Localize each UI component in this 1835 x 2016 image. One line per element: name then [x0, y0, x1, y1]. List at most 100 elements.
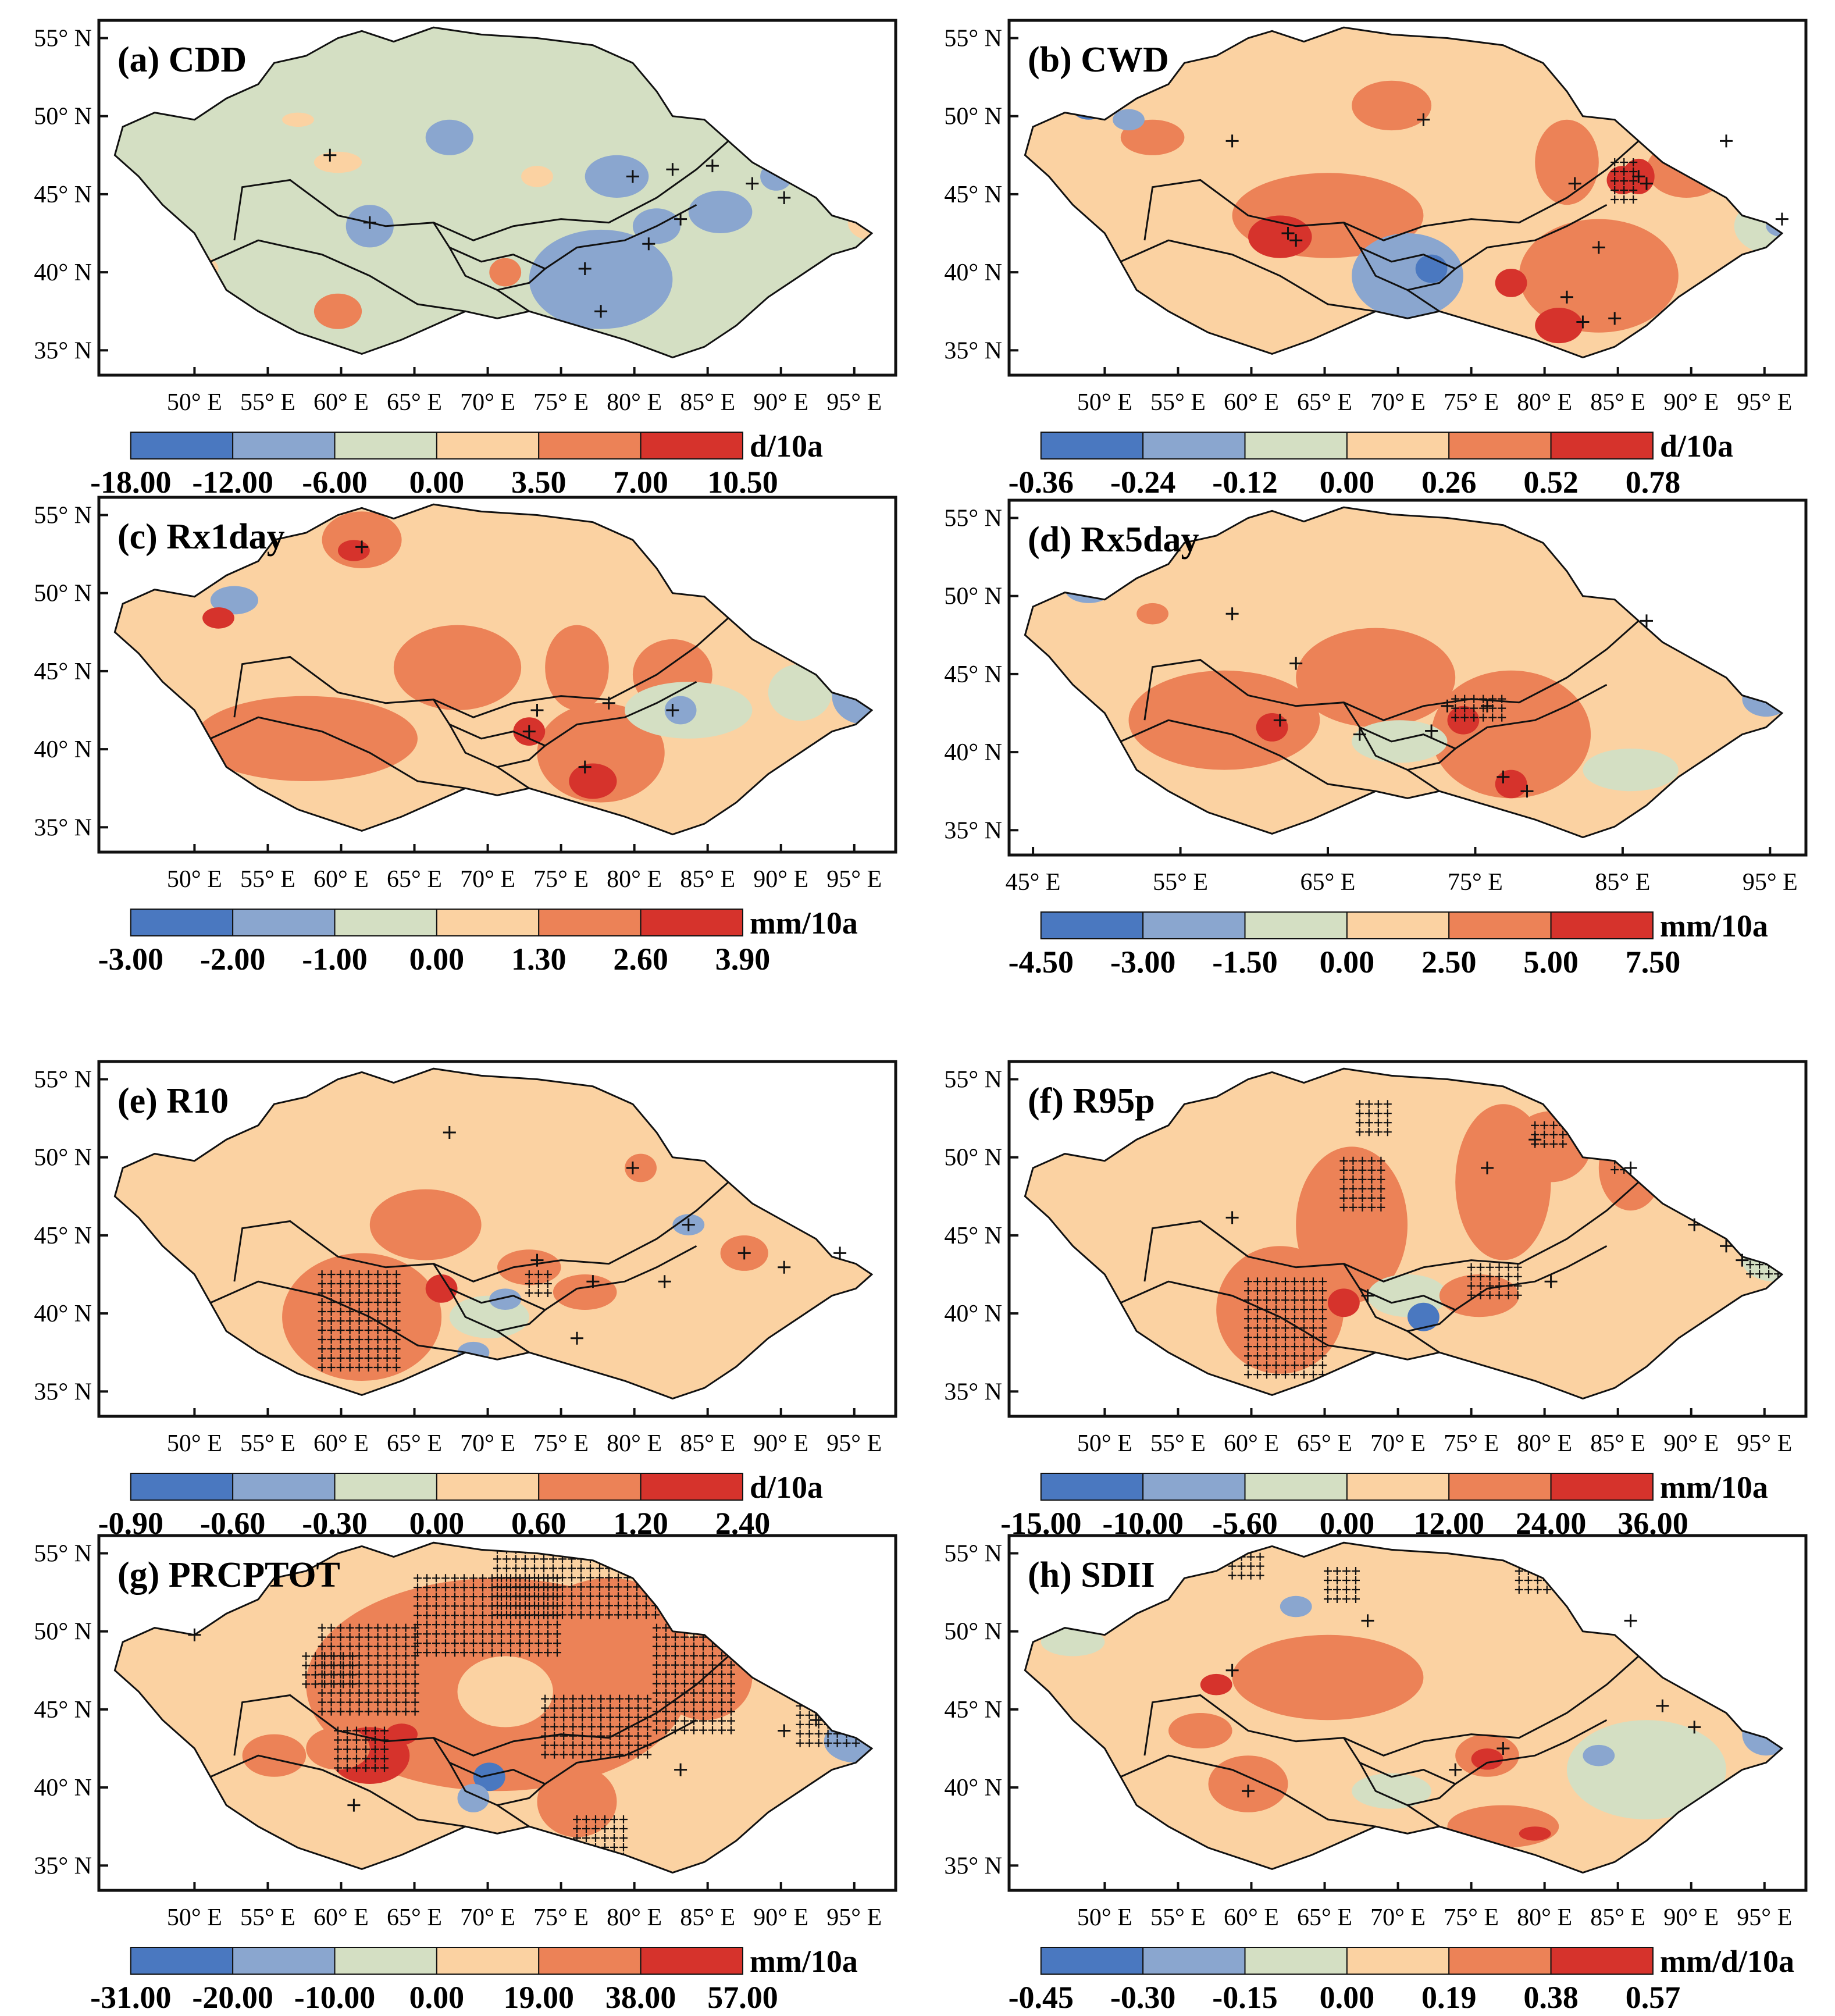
significance-hatch	[569, 1704, 578, 1712]
significance-hatch	[432, 1620, 440, 1629]
trend-patch	[1495, 770, 1527, 799]
significance-hatch	[401, 1633, 410, 1641]
trend-patch	[529, 1578, 689, 1706]
significance-hatch	[1291, 1287, 1299, 1295]
lon-tick-label: 60° E	[313, 389, 369, 416]
significance-cross	[1425, 724, 1438, 738]
significance-hatch	[516, 1620, 524, 1629]
significance-hatch	[1272, 1324, 1280, 1333]
significance-hatch	[1246, 1562, 1255, 1570]
significance-hatch	[355, 1326, 364, 1334]
significance-hatch	[327, 1698, 336, 1707]
significance-hatch	[373, 1698, 382, 1707]
significance-hatch	[601, 1825, 609, 1833]
significance-hatch	[383, 1298, 391, 1306]
significance-hatch	[824, 1711, 832, 1719]
significance-hatch	[851, 1720, 860, 1729]
lon-tick-label: 60° E	[1224, 1430, 1279, 1457]
significance-hatch	[411, 1661, 419, 1669]
significance-hatch	[345, 1317, 354, 1325]
significance-hatch	[530, 1555, 539, 1563]
colorbar-label: -1.50	[1212, 945, 1277, 979]
significance-hatch	[535, 1639, 543, 1648]
colorbar-label: 57.00	[707, 1980, 778, 2015]
significance-hatch	[373, 1661, 382, 1669]
region-outline	[113, 1541, 874, 1874]
significance-hatch	[507, 1639, 515, 1648]
lon-tick-label: 55° E	[1150, 1904, 1206, 1931]
significance-hatch	[1324, 1586, 1332, 1594]
significance-hatch	[1610, 1147, 1619, 1155]
significance-hatch	[336, 1345, 345, 1353]
significance-hatch	[1524, 1586, 1533, 1594]
significance-hatch	[540, 1601, 548, 1610]
significance-hatch	[311, 1661, 320, 1670]
country-border	[1120, 239, 1376, 312]
significance-hatch	[355, 1345, 364, 1353]
significance-hatch	[1256, 1571, 1264, 1580]
lat-tick-label: 35° N	[944, 337, 1002, 364]
significance-cross	[1720, 1239, 1733, 1253]
colorbar-label: -0.36	[1009, 465, 1074, 500]
significance-cross	[522, 725, 536, 738]
significance-cross	[674, 212, 687, 226]
significance-hatch	[383, 1623, 391, 1632]
significance-hatch	[373, 1651, 382, 1660]
lat-tick-label: 40° N	[944, 1775, 1002, 1801]
significance-hatch	[708, 1661, 717, 1669]
significance-hatch	[411, 1698, 419, 1707]
significance-hatch	[653, 1623, 661, 1632]
significance-hatch	[373, 1633, 382, 1641]
colorbar-label: -6.00	[302, 465, 367, 500]
significance-hatch	[479, 1639, 487, 1648]
significance-hatch	[1333, 1567, 1341, 1575]
significance-hatch	[541, 1750, 550, 1759]
significance-hatch	[460, 1611, 468, 1620]
significance-hatch	[380, 1726, 389, 1735]
significance-hatch	[392, 1689, 401, 1697]
significance-hatch	[544, 1620, 552, 1629]
significance-hatch	[577, 1583, 585, 1591]
significance-cross	[1273, 714, 1287, 727]
significance-hatch	[606, 1694, 615, 1703]
significance-hatch	[662, 1679, 670, 1688]
significance-hatch	[345, 1633, 354, 1641]
significance-hatch	[699, 1707, 707, 1716]
significance-hatch	[568, 1564, 576, 1573]
significance-hatch	[355, 1298, 364, 1306]
map-svg-e: 55° N 50° N 45° N 40° N 35° N 50° E 55° E 60° E…	[34, 1060, 897, 1541]
significance-hatch	[345, 1642, 354, 1651]
significance-hatch	[633, 1564, 641, 1573]
significance-hatch	[479, 1611, 487, 1620]
significance-hatch	[558, 1611, 566, 1619]
significance-hatch	[1263, 1352, 1271, 1360]
significance-hatch	[1300, 1342, 1308, 1351]
significance-hatch	[718, 1633, 726, 1641]
significance-hatch	[383, 1345, 391, 1353]
significance-hatch	[345, 1280, 354, 1288]
trend-patch	[497, 1249, 561, 1285]
lat-tick-label: 45° N	[944, 1223, 1002, 1249]
significance-hatch	[411, 1679, 419, 1688]
significance-hatch	[662, 1726, 670, 1734]
significance-hatch	[1364, 1100, 1373, 1109]
significance-hatch	[451, 1620, 459, 1629]
significance-hatch	[362, 1726, 370, 1735]
significance-hatch	[493, 1583, 501, 1591]
significance-hatch	[597, 1750, 605, 1759]
lon-tick-label: 80° E	[1517, 389, 1572, 416]
significance-hatch	[503, 1564, 511, 1573]
significance-hatch	[352, 1726, 361, 1735]
panel-b: 55° N 50° N 45° N 40° N 35° N 50° E 55° E 60° E…	[916, 9, 1829, 500]
lon-tick-label: 70° E	[1370, 1904, 1426, 1931]
lat-tick-label: 50° N	[34, 1145, 92, 1171]
country-border	[1120, 1754, 1376, 1828]
significance-hatch	[392, 1317, 401, 1325]
significance-hatch	[327, 1689, 336, 1697]
trend-patch	[1583, 1744, 1615, 1766]
significance-hatch	[597, 1694, 605, 1703]
significance-hatch	[1309, 1324, 1317, 1333]
significance-hatch	[718, 1651, 726, 1660]
significance-hatch	[1377, 1194, 1385, 1202]
significance-hatch	[1253, 1296, 1262, 1305]
